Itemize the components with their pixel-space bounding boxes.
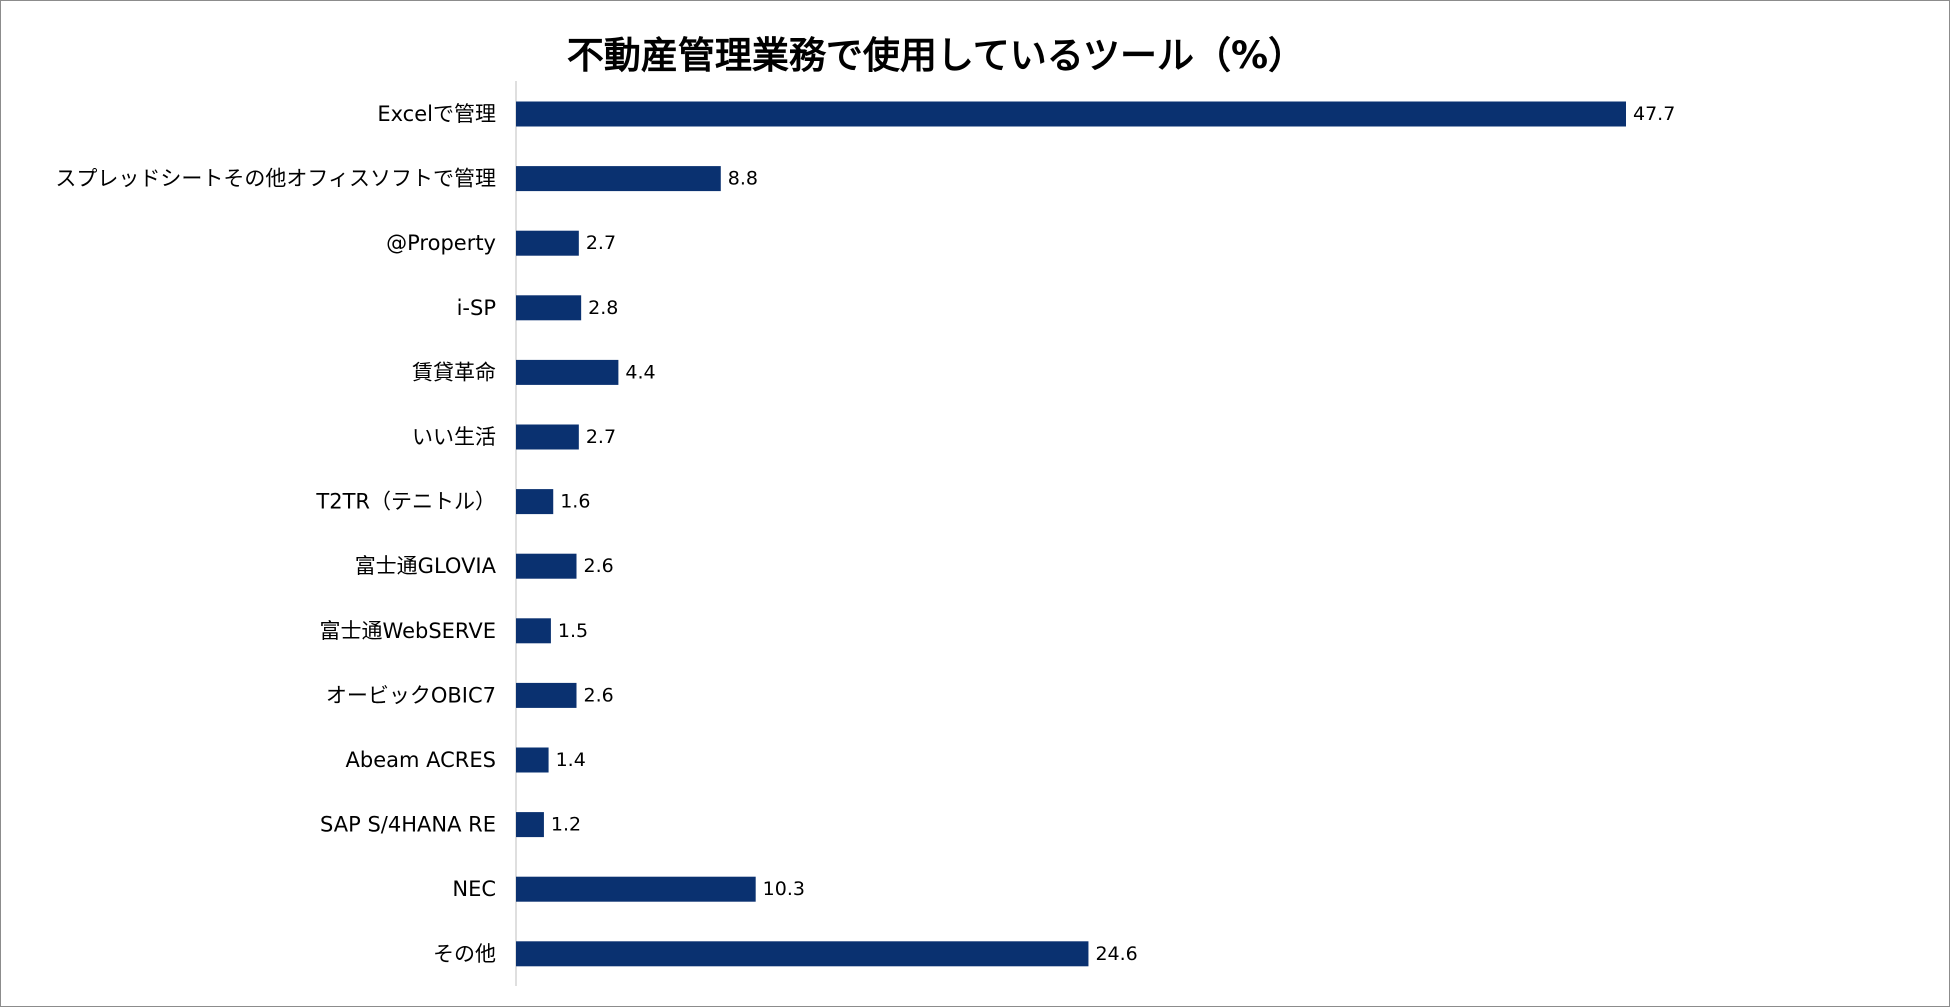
category-label: SAP S/4HANA RE <box>320 813 496 837</box>
value-label: 47.7 <box>1633 103 1675 125</box>
bar-11 <box>516 747 549 773</box>
chart-title: 不動産管理業務で使用しているツール（%） <box>566 34 1306 77</box>
bar-3 <box>516 230 579 256</box>
bar-2 <box>516 166 721 192</box>
bar-7 <box>516 489 554 515</box>
bar-1 <box>516 101 1626 127</box>
value-label: 24.6 <box>1095 943 1137 965</box>
category-label: Abeam ACRES <box>346 748 496 772</box>
category-label: 賃貸革命 <box>412 360 496 384</box>
value-label: 2.7 <box>586 426 616 448</box>
category-label: その他 <box>433 942 496 966</box>
category-label: i-SP <box>457 296 496 320</box>
category-label: 富士通WebSERVE <box>320 619 496 643</box>
value-label: 8.8 <box>728 168 758 190</box>
category-label: いい生活 <box>412 425 496 449</box>
value-label: 10.3 <box>763 878 805 900</box>
bar-13 <box>516 876 756 902</box>
value-labels-group: 47.7 8.8 2.7 2.8 4.4 2.7 1.6 2.6 1.5 2.6 1.4 1.2 10.… <box>551 103 1675 965</box>
value-label: 2.8 <box>588 297 618 319</box>
bar-9 <box>516 618 551 644</box>
bars-group <box>516 101 1626 967</box>
bar-4 <box>516 295 582 321</box>
value-label: 1.6 <box>560 491 590 513</box>
bar-8 <box>516 553 577 579</box>
category-label: スプレッドシートその他オフィスソフトで管理 <box>55 167 496 191</box>
bar-12 <box>516 812 544 838</box>
category-label: NEC <box>452 877 496 901</box>
bar-5 <box>516 359 619 385</box>
bar-14 <box>516 941 1089 967</box>
category-label: オービックOBIC7 <box>326 683 496 707</box>
category-label: @Property <box>386 231 496 255</box>
value-label: 1.5 <box>558 620 588 642</box>
value-label: 1.4 <box>556 749 586 771</box>
value-label: 2.7 <box>586 232 616 254</box>
value-label: 2.6 <box>584 555 614 577</box>
bar-10 <box>516 682 577 708</box>
value-label: 1.2 <box>551 814 581 836</box>
value-label: 2.6 <box>584 684 614 706</box>
bar-6 <box>516 424 579 450</box>
category-label: T2TR（テニトル） <box>315 490 496 514</box>
value-label: 4.4 <box>625 361 655 383</box>
category-label: 富士通GLOVIA <box>355 554 497 578</box>
category-label: Excelで管理 <box>377 102 496 126</box>
